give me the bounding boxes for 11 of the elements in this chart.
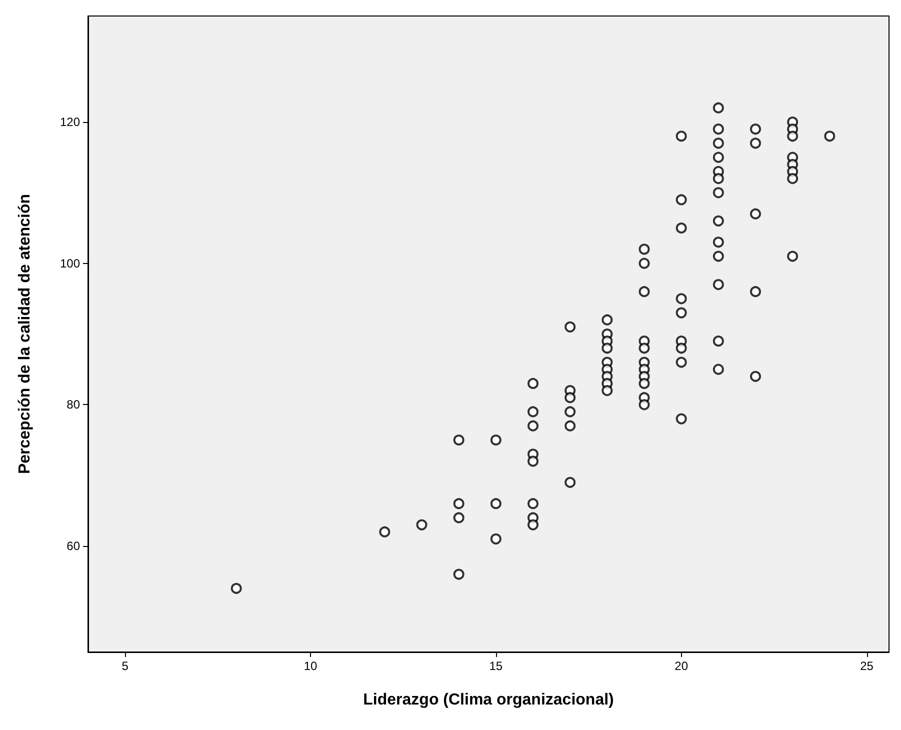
- x-tick-label: 20: [674, 659, 688, 673]
- x-tick-label: 15: [489, 659, 503, 673]
- y-tick-label: 100: [60, 256, 80, 270]
- x-tick-label: 5: [122, 659, 129, 673]
- x-axis-title: Liderazgo (Clima organizacional): [363, 692, 614, 708]
- y-tick-label: 60: [66, 539, 80, 553]
- x-tick-label: 25: [860, 659, 874, 673]
- x-tick-label: 10: [304, 659, 318, 673]
- y-tick-label: 80: [66, 398, 80, 412]
- y-tick-label: 120: [60, 115, 80, 129]
- y-axis-title: Percepción de la calidad de atención: [16, 194, 34, 474]
